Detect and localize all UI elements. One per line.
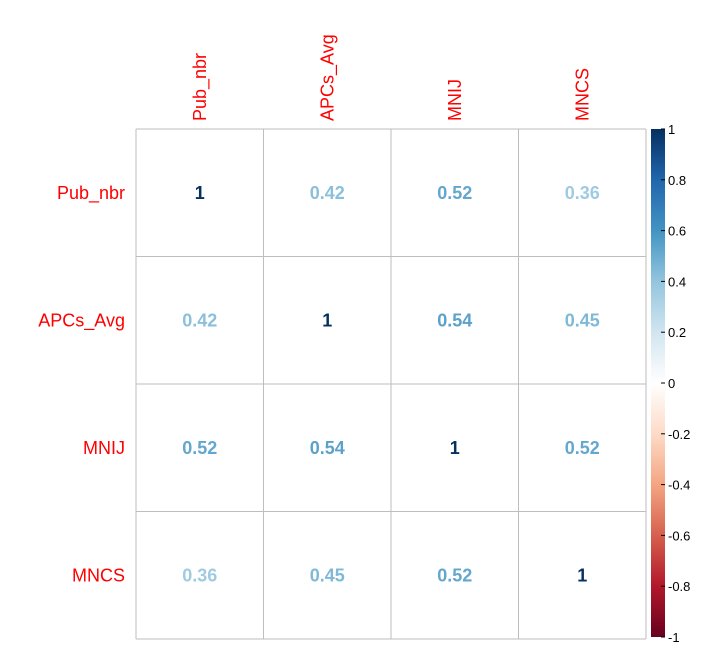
cell-value-APCs_Avg-MNIJ: 0.54 <box>437 310 472 330</box>
colorbar-tick-label: 0.8 <box>668 173 686 188</box>
colorbar-tick-label: -1 <box>668 630 680 645</box>
column-label-MNIJ: MNIJ <box>445 79 465 121</box>
cell-value-Pub_nbr-MNCS: 0.36 <box>565 183 600 203</box>
row-label-MNCS: MNCS <box>72 565 125 585</box>
colorbar-tick-label: 0.4 <box>668 274 686 289</box>
colorbar-tick-label: -0.8 <box>668 579 690 594</box>
colorbar-tick-label: -0.6 <box>668 528 690 543</box>
cell-value-APCs_Avg-APCs_Avg: 1 <box>322 310 332 330</box>
cell-value-Pub_nbr-MNIJ: 0.52 <box>437 183 472 203</box>
cell-values: 1 0.42 0.52 0.36 0.42 1 0.54 0.45 0.52 0.54 1 0.52 0… <box>182 183 600 586</box>
cell-value-MNIJ-MNIJ: 1 <box>450 438 460 458</box>
cell-value-MNIJ-APCs_Avg: 0.54 <box>310 438 345 458</box>
colorbar-legend: 1 0.8 0.6 0.4 0.2 0 -0.2 -0.4 -0.6 -0.8 -1 <box>651 122 690 645</box>
column-label-Pub_nbr: Pub_nbr <box>190 53 211 121</box>
colorbar-tick-label: 1 <box>668 122 675 137</box>
row-label-APCs_Avg: APCs_Avg <box>38 310 125 331</box>
correlation-grid <box>135 128 647 640</box>
cell-value-MNCS-MNIJ: 0.52 <box>437 565 472 585</box>
colorbar-tick-label: 0 <box>668 376 675 391</box>
colorbar-tick-label: -0.2 <box>668 427 690 442</box>
colorbar-gradient <box>651 129 665 637</box>
cell-value-MNIJ-MNCS: 0.52 <box>565 438 600 458</box>
cell-value-Pub_nbr-APCs_Avg: 0.42 <box>310 183 345 203</box>
row-label-Pub_nbr: Pub_nbr <box>57 183 125 204</box>
colorbar-tick-label: 0.2 <box>668 325 686 340</box>
cell-value-APCs_Avg-Pub_nbr: 0.42 <box>182 310 217 330</box>
cell-value-APCs_Avg-MNCS: 0.45 <box>565 310 600 330</box>
colorbar-tick-label: -0.4 <box>668 478 690 493</box>
cell-value-Pub_nbr-Pub_nbr: 1 <box>195 183 205 203</box>
column-label-MNCS: MNCS <box>572 68 592 121</box>
row-label-MNIJ: MNIJ <box>83 438 125 458</box>
column-labels: Pub_nbr APCs_Avg MNIJ MNCS <box>190 34 593 121</box>
cell-value-MNIJ-Pub_nbr: 0.52 <box>182 438 217 458</box>
cell-value-MNCS-Pub_nbr: 0.36 <box>182 565 217 585</box>
colorbar-tick-label: 0.6 <box>668 224 686 239</box>
cell-value-MNCS-APCs_Avg: 0.45 <box>310 565 345 585</box>
row-labels: Pub_nbr APCs_Avg MNIJ MNCS <box>38 183 125 586</box>
column-label-APCs_Avg: APCs_Avg <box>317 34 338 121</box>
cell-value-MNCS-MNCS: 1 <box>577 565 587 585</box>
